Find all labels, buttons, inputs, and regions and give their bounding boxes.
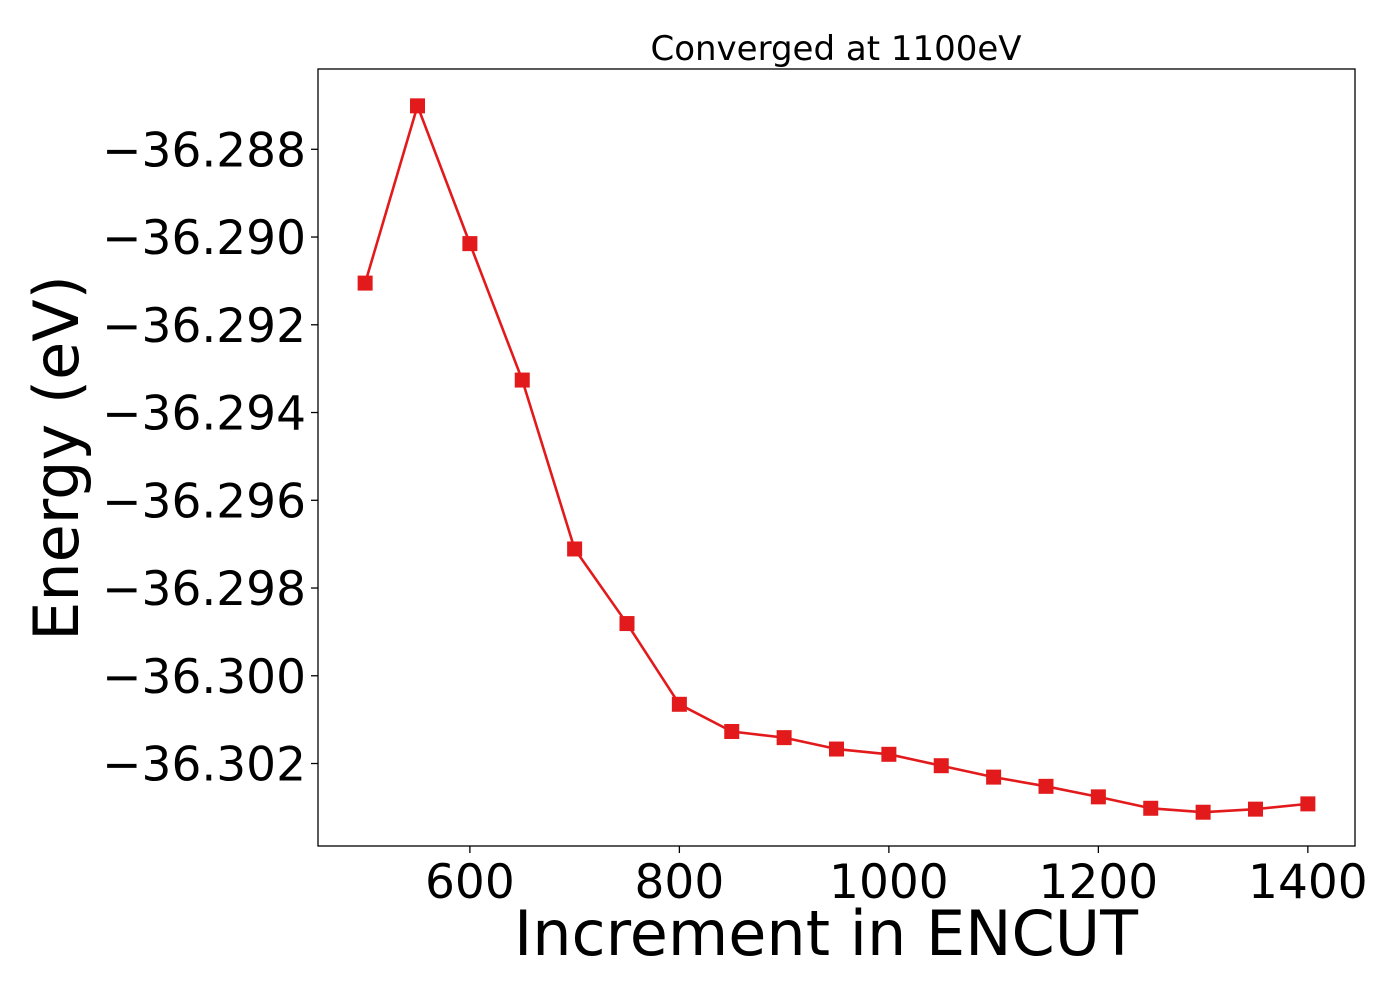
- data-point-marker: [829, 741, 844, 757]
- data-point-marker: [1090, 789, 1106, 805]
- data-point-marker: [671, 696, 687, 712]
- data-point-marker: [514, 372, 530, 388]
- x-tick-label: 1000: [829, 855, 949, 910]
- y-tick-label: −36.300: [102, 650, 306, 705]
- data-point-marker: [357, 275, 373, 291]
- x-tick-label: 1200: [1039, 855, 1159, 910]
- data-point-marker: [1195, 804, 1211, 820]
- data-point-marker: [567, 541, 583, 557]
- plot-area: [357, 98, 1316, 820]
- data-point-marker: [462, 236, 478, 252]
- plot-frame: [317, 68, 1356, 847]
- data-point-marker: [881, 746, 897, 762]
- data-point-marker: [619, 616, 635, 632]
- data-point-marker: [1143, 800, 1159, 816]
- x-tick-label: 800: [635, 855, 725, 910]
- data-point-marker: [986, 769, 1002, 785]
- y-tick-label: −36.298: [102, 562, 306, 617]
- x-tick-label: 600: [425, 855, 515, 910]
- y-tick-label: −36.290: [102, 211, 306, 266]
- data-point-marker: [776, 730, 792, 746]
- data-point-marker: [410, 98, 426, 114]
- data-point-marker: [1247, 801, 1263, 817]
- x-axis-label: Increment in ENCUT: [514, 897, 1139, 970]
- data-point-marker: [1038, 778, 1054, 794]
- y-tick-label: −36.294: [102, 387, 306, 442]
- data-point-marker: [724, 723, 740, 739]
- y-tick-label: −36.292: [102, 299, 306, 354]
- data-point-marker: [933, 758, 949, 774]
- y-tick-label: −36.296: [102, 474, 306, 529]
- y-tick-label: −36.302: [102, 738, 306, 793]
- y-tick-label: −36.288: [102, 123, 306, 178]
- chart-title: Converged at 1100eV: [650, 29, 1021, 69]
- data-point-marker: [1300, 796, 1316, 812]
- x-tick-label: 1400: [1248, 855, 1368, 910]
- x-axis: 600 800 1000 1200 1400: [425, 846, 1368, 910]
- y-axis-label: Energy (eV): [20, 275, 93, 641]
- y-axis: −36.288 −36.290 −36.292 −36.294 −36.296 −36.2…: [102, 123, 318, 793]
